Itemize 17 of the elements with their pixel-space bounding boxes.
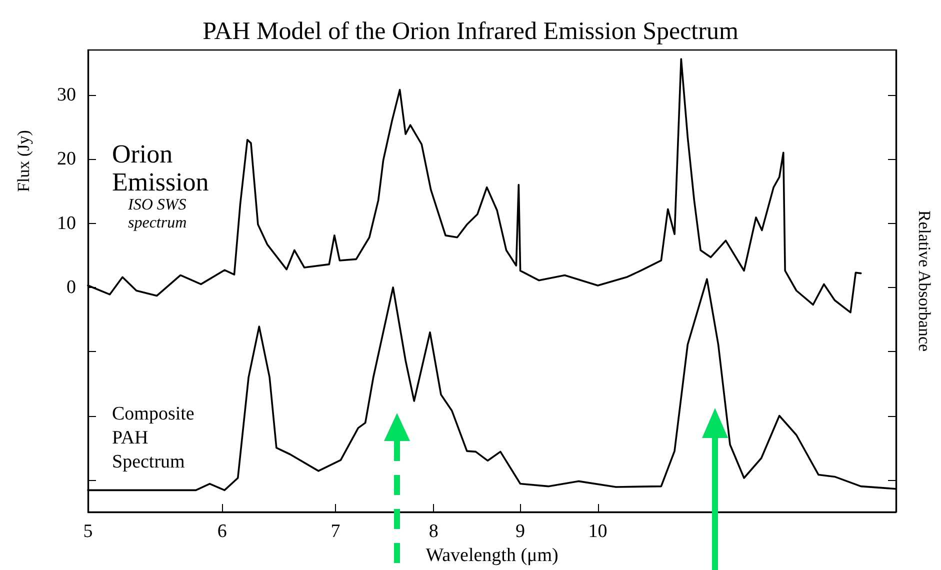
x-tick-label: 6 xyxy=(217,521,227,542)
annotation: Composite PAH Spectrum xyxy=(112,404,194,472)
chart-title: PAH Model of the Orion Infrared Emission Spectrum xyxy=(202,18,739,45)
annotation: ISO SWS spectrum xyxy=(127,196,187,232)
x-tick-label: 7 xyxy=(330,521,340,542)
x-tick-label: 8 xyxy=(428,521,438,542)
y-tick-label: 30 xyxy=(57,84,76,106)
x-tick-label: 10 xyxy=(588,521,608,542)
x-tick-label: 9 xyxy=(516,521,526,542)
y-tick-label: 10 xyxy=(57,212,76,234)
y-tick-label: 0 xyxy=(66,276,76,298)
annotation: Orion Emission xyxy=(112,140,209,196)
y-tick-label: 20 xyxy=(57,148,76,170)
x-axis-title: Wavelength (μm) xyxy=(426,544,558,566)
y-axis-title: Flux (Jy) xyxy=(14,130,33,192)
x-tick-label: 5 xyxy=(83,521,93,542)
y2-axis-title: Relative Absorbance xyxy=(915,210,934,352)
